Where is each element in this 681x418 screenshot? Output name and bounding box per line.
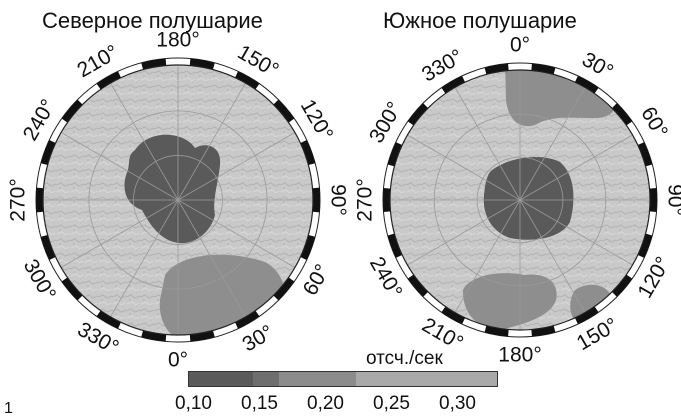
- north-hemisphere-map: [35, 57, 321, 343]
- north-hemisphere-title: Северное полушарие: [42, 8, 263, 33]
- ring-segment: [96, 310, 121, 329]
- ring-segment: [141, 58, 167, 70]
- south-graticule: [390, 70, 650, 330]
- ring-segment: [441, 306, 466, 325]
- ring-segment: [141, 330, 167, 342]
- ring-segment: [36, 187, 44, 213]
- ring-segment: [484, 325, 509, 337]
- longitude-label: 0°: [510, 34, 530, 57]
- ring-segment: [484, 63, 509, 75]
- ring-segment: [273, 99, 295, 123]
- ring-segment: [637, 142, 653, 167]
- ring-segment: [312, 187, 321, 213]
- longitude-label: 90°: [664, 184, 681, 216]
- south-low-region-top: [505, 70, 616, 127]
- color-scale-tick: 0,10: [175, 393, 212, 414]
- ring-segment: [40, 139, 56, 166]
- ring-segment: [649, 188, 658, 212]
- south-hemisphere-map: [382, 62, 658, 338]
- ring-segment: [574, 306, 599, 325]
- longitude-label: 270°: [7, 178, 30, 221]
- color-scale-bar: [188, 371, 498, 387]
- ring-segment: [189, 330, 215, 342]
- south-hemisphere-title: Южное полушарие: [383, 8, 577, 33]
- ring-segment: [382, 188, 391, 212]
- color-scale-segment: [278, 372, 356, 386]
- color-scale-tick: 0,30: [439, 393, 476, 414]
- longitude-label: 90°: [327, 184, 350, 216]
- ring-segment: [96, 71, 121, 90]
- ring-segment: [387, 233, 403, 258]
- ring-segment: [407, 274, 429, 297]
- longitude-label: 270°: [354, 178, 377, 221]
- south-polar-low-region: [483, 157, 574, 240]
- color-scale-tick: 0,25: [373, 393, 410, 414]
- color-scale-segment: [355, 372, 497, 386]
- ring-segment: [61, 277, 83, 301]
- ring-segment: [235, 310, 260, 329]
- color-scale-segment: [189, 372, 254, 386]
- ring-segment: [441, 75, 466, 94]
- longitude-label: 180°: [498, 344, 541, 367]
- north-graticule: [43, 65, 313, 335]
- ring-segment: [531, 325, 556, 337]
- north-polar-low-region: [124, 134, 221, 244]
- ring-segment: [235, 71, 260, 90]
- ring-segment: [273, 277, 295, 301]
- ring-segment: [611, 274, 633, 297]
- ring-segment: [574, 75, 599, 94]
- longitude-label: 0°: [168, 349, 188, 372]
- ring-segment: [40, 234, 56, 261]
- ring-segment: [407, 103, 429, 126]
- ring-segment: [300, 139, 316, 166]
- ring-segment: [637, 233, 653, 258]
- ring-segment: [300, 234, 316, 261]
- longitude-label: 180°: [156, 29, 199, 52]
- color-scale-tick: 0,15: [241, 393, 278, 414]
- ring-segment: [531, 63, 556, 75]
- color-scale-segment: [253, 372, 279, 386]
- color-scale-tick: 0,20: [307, 393, 344, 414]
- south-low-region-bottom-left: [462, 273, 557, 330]
- ring-segment: [611, 103, 633, 126]
- ring-segment: [189, 58, 215, 70]
- legend-title: отсч./сек: [366, 348, 443, 369]
- ring-segment: [387, 142, 403, 167]
- figure-number: 1: [4, 400, 13, 417]
- color-scale-ticks: 0,10 0,15 0,20 0,25 0,30: [175, 393, 535, 417]
- ring-segment: [61, 99, 83, 123]
